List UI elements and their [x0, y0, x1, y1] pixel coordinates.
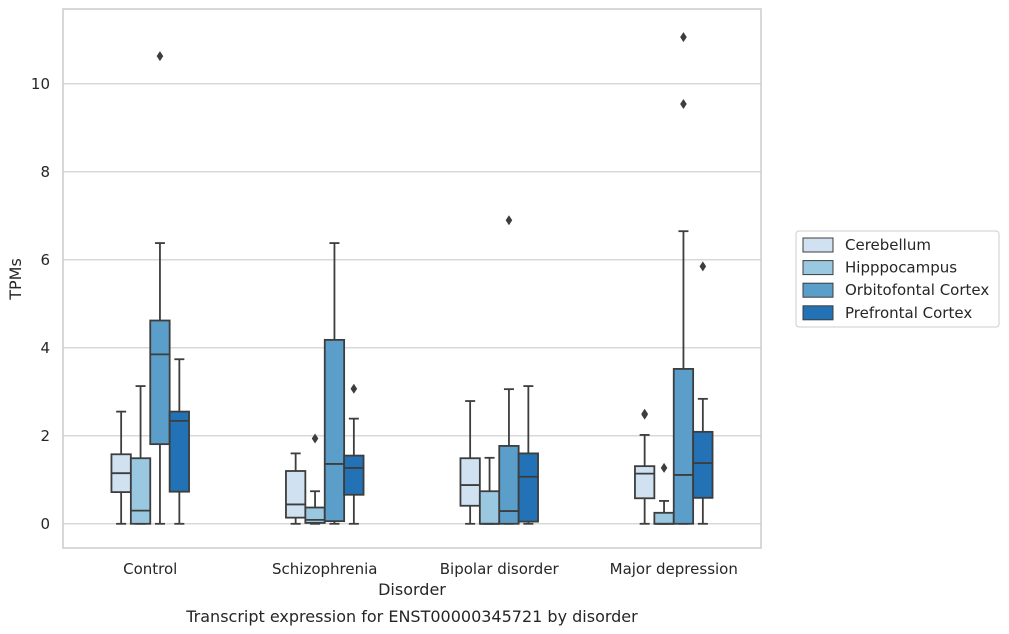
outlier-point: [660, 462, 668, 473]
x-tick-label: Major depression: [610, 560, 738, 578]
legend-swatch: [802, 260, 834, 276]
y-tick-label: 6: [40, 251, 50, 269]
box-group: [653, 462, 675, 525]
box-group: [498, 215, 520, 525]
outlier-point: [156, 51, 164, 62]
box-group: [634, 408, 656, 525]
box: [653, 511, 675, 525]
box-group: [323, 242, 346, 525]
box-group: [672, 32, 695, 525]
outlier-point: [699, 261, 707, 272]
y-tick-label: 2: [40, 427, 50, 445]
box-group: [459, 400, 481, 525]
outlier-point: [680, 32, 687, 43]
chart-caption: Transcript expression for ENST0000034572…: [185, 607, 638, 626]
legend-swatch: [802, 305, 834, 321]
box: [168, 410, 190, 493]
box: [285, 470, 307, 519]
plot-area-frame: [62, 8, 762, 549]
outlier-point: [311, 433, 319, 444]
legend-swatch: [802, 237, 834, 253]
legend-label: Orbitofontal Cortex: [845, 281, 989, 299]
legend-swatch: [802, 282, 834, 298]
box: [672, 368, 695, 525]
box-group: [517, 385, 539, 525]
box-group: [692, 261, 714, 525]
outlier-point: [505, 215, 513, 226]
legend: Cerebellum Hipppocampus Orbitofontal Corte…: [795, 230, 1000, 328]
box: [692, 430, 714, 499]
y-tick-label: 10: [31, 75, 50, 93]
box: [129, 457, 152, 525]
box: [459, 457, 481, 507]
x-tick-label: Control: [123, 560, 177, 578]
box: [478, 490, 501, 525]
box-group: [149, 51, 171, 525]
x-axis-label: Disorder: [378, 580, 446, 599]
outlier-point: [350, 383, 358, 394]
legend-label: Cerebellum: [845, 236, 931, 254]
box: [343, 454, 365, 496]
box-group: [285, 452, 307, 525]
legend-frame: [795, 230, 1000, 328]
box-group: [343, 383, 365, 525]
outlier-point: [680, 99, 687, 110]
box: [149, 319, 171, 446]
box-group: [168, 358, 190, 525]
y-tick-label: 4: [40, 339, 50, 357]
box: [634, 465, 656, 500]
box-group: [110, 410, 132, 525]
box: [323, 338, 346, 523]
box-group: [129, 385, 152, 525]
x-tick-label: Schizophrenia: [272, 560, 377, 578]
x-tick-label: Bipolar disorder: [440, 560, 560, 578]
outlier-point: [641, 408, 648, 419]
y-tick-label: 0: [40, 515, 50, 533]
box-plot-layer: [110, 32, 714, 525]
x-axis-ticks: Control Schizophrenia Bipolar disorder Majo…: [123, 560, 738, 578]
box-group: [478, 456, 501, 525]
box: [517, 452, 539, 523]
y-tick-label: 8: [40, 163, 50, 181]
box: [498, 445, 520, 525]
legend-label: Prefrontal Cortex: [845, 304, 972, 322]
y-axis-ticks: 0 2 4 6 8 10: [31, 75, 50, 533]
gridlines: [63, 83, 761, 525]
box-group: [304, 433, 326, 525]
legend-label: Hipppocampus: [845, 259, 957, 277]
y-axis-label: TPMs: [6, 258, 25, 301]
